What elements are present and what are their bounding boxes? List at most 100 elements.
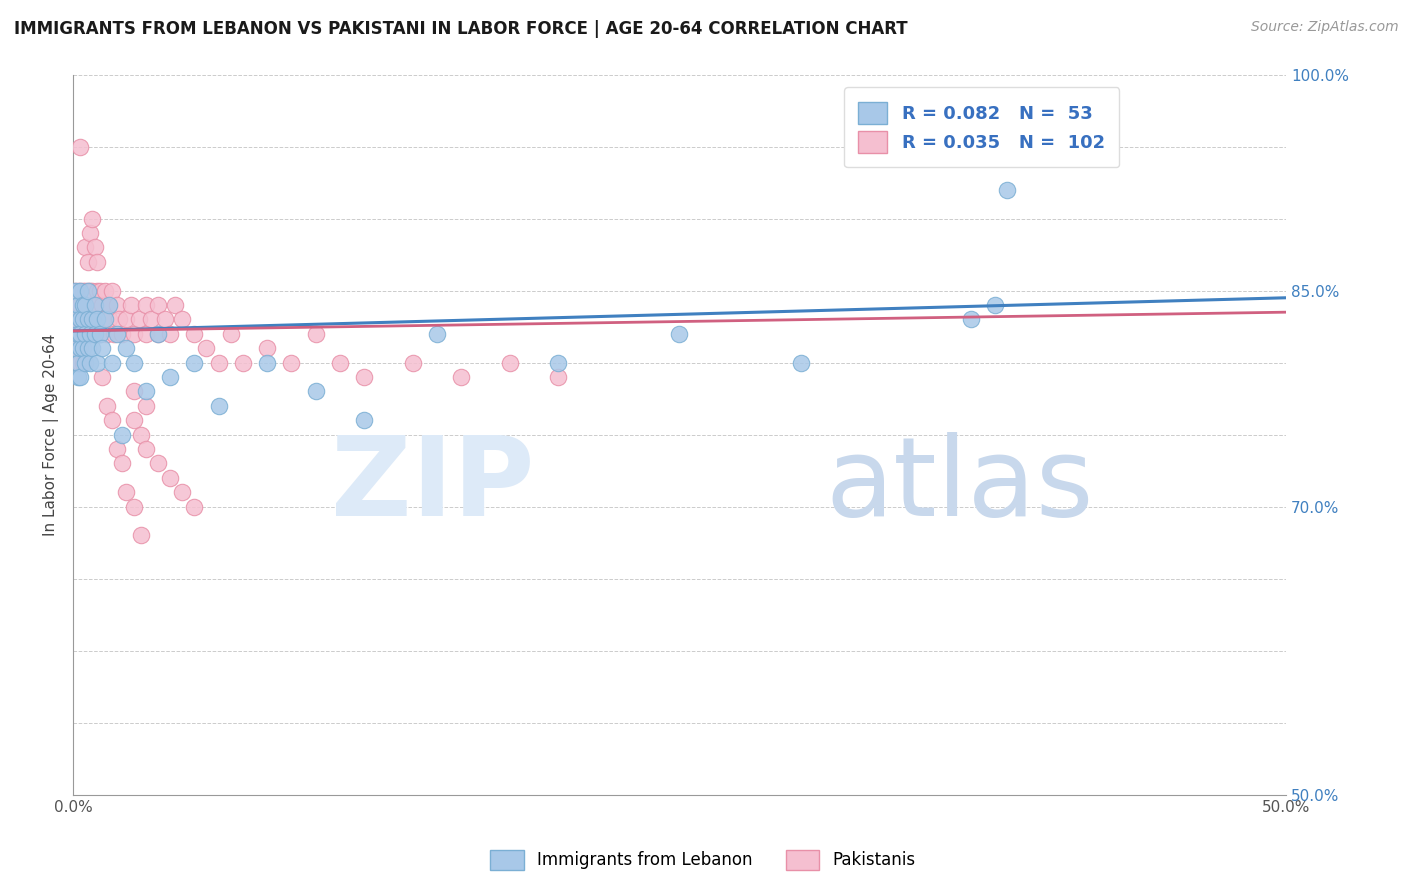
- Point: [153, 312, 176, 326]
- Point: [207, 399, 229, 413]
- Point: [66, 370, 89, 384]
- Point: [76, 254, 98, 268]
- Point: [75, 355, 97, 369]
- Point: [79, 284, 101, 298]
- Point: [79, 355, 101, 369]
- Point: [304, 384, 326, 399]
- Point: [115, 485, 138, 500]
- Point: [86, 326, 108, 341]
- Point: [129, 427, 152, 442]
- Point: [83, 298, 105, 312]
- Point: [83, 312, 105, 326]
- Point: [66, 298, 89, 312]
- Point: [105, 326, 128, 341]
- Point: [195, 341, 218, 355]
- Point: [72, 355, 94, 369]
- Point: [69, 326, 91, 341]
- Point: [110, 427, 132, 442]
- Point: [89, 326, 111, 341]
- Point: [122, 326, 145, 341]
- Point: [75, 240, 97, 254]
- Point: [110, 457, 132, 471]
- Point: [103, 326, 125, 341]
- Point: [89, 284, 111, 298]
- Point: [91, 341, 114, 355]
- Point: [79, 226, 101, 240]
- Legend: R = 0.082   N =  53, R = 0.035   N =  102: R = 0.082 N = 53, R = 0.035 N = 102: [844, 87, 1119, 168]
- Text: ZIP: ZIP: [330, 432, 534, 539]
- Point: [146, 326, 169, 341]
- Point: [82, 211, 104, 226]
- Point: [105, 298, 128, 312]
- Point: [426, 326, 449, 341]
- Point: [79, 326, 101, 341]
- Point: [115, 312, 138, 326]
- Point: [83, 240, 105, 254]
- Point: [65, 312, 87, 326]
- Point: [86, 355, 108, 369]
- Point: [498, 355, 520, 369]
- Point: [96, 326, 118, 341]
- Point: [98, 298, 121, 312]
- Point: [93, 312, 115, 326]
- Point: [83, 298, 105, 312]
- Point: [108, 312, 131, 326]
- Text: atlas: atlas: [825, 432, 1094, 539]
- Point: [172, 485, 194, 500]
- Point: [69, 370, 91, 384]
- Point: [304, 326, 326, 341]
- Point: [122, 500, 145, 514]
- Point: [69, 312, 91, 326]
- Point: [91, 312, 114, 326]
- Point: [76, 312, 98, 326]
- Point: [86, 284, 108, 298]
- Point: [183, 326, 205, 341]
- Point: [72, 298, 94, 312]
- Point: [101, 355, 124, 369]
- Point: [256, 355, 278, 369]
- Point: [86, 254, 108, 268]
- Point: [65, 341, 87, 355]
- Point: [76, 341, 98, 355]
- Point: [995, 183, 1018, 197]
- Point: [232, 355, 254, 369]
- Point: [135, 399, 157, 413]
- Point: [75, 298, 97, 312]
- Point: [75, 298, 97, 312]
- Point: [135, 384, 157, 399]
- Point: [66, 326, 89, 341]
- Point: [120, 298, 142, 312]
- Point: [69, 139, 91, 153]
- Point: [79, 298, 101, 312]
- Point: [353, 413, 375, 427]
- Point: [122, 384, 145, 399]
- Point: [65, 284, 87, 298]
- Point: [450, 370, 472, 384]
- Point: [159, 370, 181, 384]
- Point: [76, 326, 98, 341]
- Point: [790, 355, 813, 369]
- Point: [69, 341, 91, 355]
- Point: [256, 341, 278, 355]
- Point: [66, 355, 89, 369]
- Point: [146, 298, 169, 312]
- Point: [135, 298, 157, 312]
- Point: [129, 528, 152, 542]
- Point: [353, 370, 375, 384]
- Point: [959, 312, 981, 326]
- Point: [122, 413, 145, 427]
- Point: [183, 500, 205, 514]
- Point: [105, 442, 128, 456]
- Point: [219, 326, 242, 341]
- Point: [69, 284, 91, 298]
- Text: IMMIGRANTS FROM LEBANON VS PAKISTANI IN LABOR FORCE | AGE 20-64 CORRELATION CHAR: IMMIGRANTS FROM LEBANON VS PAKISTANI IN …: [14, 20, 908, 37]
- Point: [146, 457, 169, 471]
- Point: [69, 298, 91, 312]
- Point: [172, 312, 194, 326]
- Point: [69, 355, 91, 369]
- Point: [159, 471, 181, 485]
- Point: [98, 312, 121, 326]
- Point: [401, 355, 423, 369]
- Point: [65, 326, 87, 341]
- Point: [82, 284, 104, 298]
